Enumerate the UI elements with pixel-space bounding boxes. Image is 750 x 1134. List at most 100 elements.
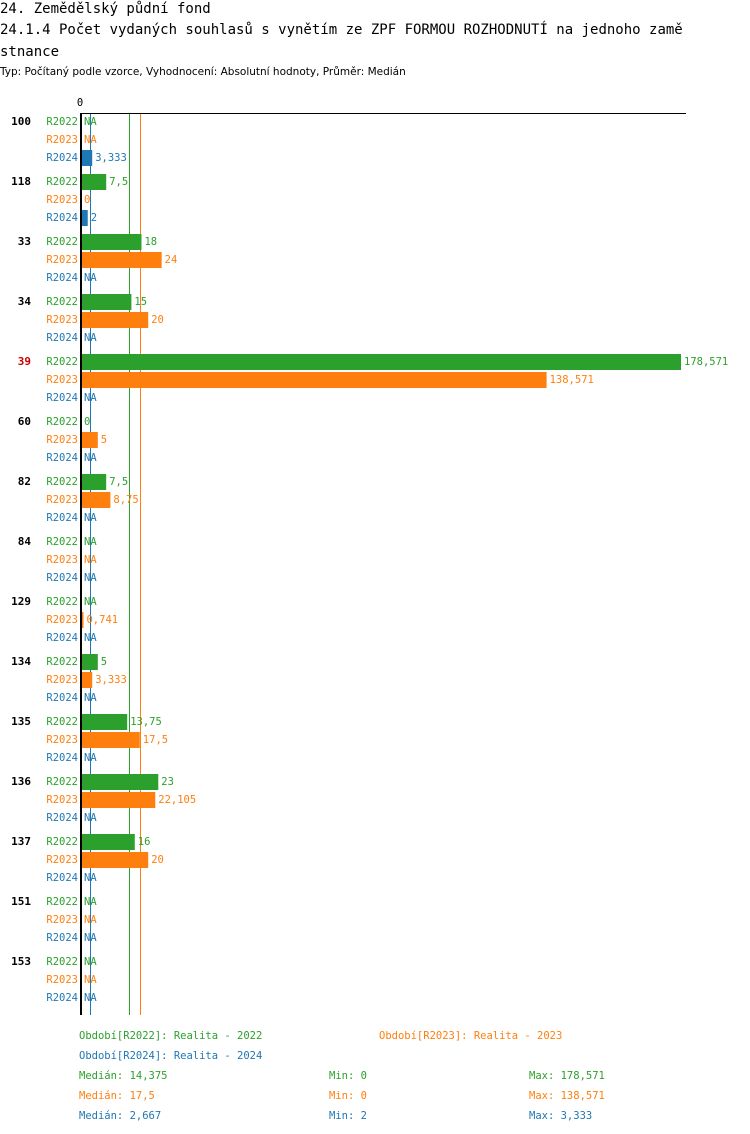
bar-118-r2024: [81, 210, 88, 226]
legend-r2024: Období[R2024]: Realita - 2024: [79, 1050, 263, 1062]
axis-zero-label: 0: [77, 97, 83, 109]
stat-max-r2023: Max: 138,571: [529, 1090, 605, 1102]
value-label: 23: [161, 776, 174, 788]
chart-subtitle: Typ: Počítaný podle vzorce, Vyhodnocení:…: [0, 66, 406, 78]
value-label: 3,333: [95, 674, 127, 686]
bar-82-r2023: [81, 492, 111, 508]
series-label: R2024: [46, 332, 78, 344]
series-label: R2022: [46, 416, 78, 428]
category-label-60: 60: [18, 415, 31, 428]
series-label: R2023: [46, 254, 78, 266]
series-label: R2023: [46, 554, 78, 566]
value-label: NA: [84, 134, 97, 146]
value-label: NA: [84, 596, 97, 608]
series-label: R2024: [46, 212, 78, 224]
series-label: R2023: [46, 614, 78, 626]
series-label: R2022: [46, 116, 78, 128]
series-label: R2022: [46, 236, 78, 248]
series-label: R2024: [46, 392, 78, 404]
value-label: 138,571: [550, 374, 594, 386]
stat-min-r2023: Min: 0: [329, 1090, 367, 1102]
bar-33-r2023: [81, 252, 162, 268]
series-label: R2023: [46, 134, 78, 146]
series-label: R2022: [46, 656, 78, 668]
series-label: R2022: [46, 776, 78, 788]
bar-100-r2024: [81, 150, 93, 166]
category-label-84: 84: [18, 535, 32, 548]
series-label: R2023: [46, 794, 78, 806]
value-label: NA: [84, 932, 97, 944]
value-label: 0: [84, 194, 90, 206]
value-label: 18: [144, 236, 157, 248]
series-label: R2023: [46, 854, 78, 866]
series-label: R2023: [46, 494, 78, 506]
bar-135-r2023: [81, 732, 140, 748]
category-label-153: 153: [11, 955, 31, 968]
category-label-134: 134: [11, 655, 31, 668]
chart-title-line2: stnance: [0, 44, 60, 60]
value-label: 24: [165, 254, 178, 266]
series-label: R2024: [46, 932, 78, 944]
value-label: NA: [84, 632, 97, 644]
value-label: 2: [91, 212, 97, 224]
bar-137-r2022: [81, 834, 135, 850]
value-label: 22,105: [158, 794, 196, 806]
category-label-129: 129: [11, 595, 31, 608]
bar-chart: 0 100 R2022 NA R2023 NA R2024 3,333 118 R2022 7,5 R…: [11, 97, 728, 1015]
bar-82-r2022: [81, 474, 107, 490]
value-label: NA: [84, 392, 97, 404]
value-label: NA: [84, 896, 97, 908]
value-label: NA: [84, 692, 97, 704]
series-label: R2022: [46, 296, 78, 308]
series-label: R2022: [46, 476, 78, 488]
bar-136-r2023: [81, 792, 156, 808]
category-label-39: 39: [18, 355, 31, 368]
value-label: 8,75: [113, 494, 138, 506]
category-label-34: 34: [18, 295, 32, 308]
value-label: NA: [84, 974, 97, 986]
bar-118-r2022: [81, 174, 107, 190]
value-label: 3,333: [95, 152, 127, 164]
stat-min-r2024: Min: 2: [329, 1110, 367, 1122]
category-label-151: 151: [11, 895, 31, 908]
category-label-100: 100: [11, 115, 31, 128]
bar-129-r2023: [81, 612, 84, 628]
stat-median-r2024: Medián: 2,667: [79, 1110, 162, 1122]
series-label: R2024: [46, 992, 78, 1004]
series-label: R2024: [46, 452, 78, 464]
value-label: NA: [84, 812, 97, 824]
series-label: R2024: [46, 512, 78, 524]
category-label-118: 118: [11, 175, 31, 188]
chart-title-line1: 24.1.4 Počet vydaných souhlasů s vynětím…: [0, 22, 683, 38]
legend-r2023: Období[R2023]: Realita - 2023: [379, 1030, 563, 1042]
value-label: NA: [84, 992, 97, 1004]
series-label: R2022: [46, 536, 78, 548]
value-label: NA: [84, 512, 97, 524]
series-label: R2024: [46, 872, 78, 884]
stat-median-r2022: Medián: 14,375: [79, 1070, 168, 1082]
bar-39-r2023: [81, 372, 547, 388]
value-label: 0,741: [86, 614, 118, 626]
bar-137-r2023: [81, 852, 149, 868]
series-label: R2023: [46, 374, 78, 386]
series-label: R2022: [46, 956, 78, 968]
value-label: 20: [151, 854, 164, 866]
value-label: NA: [84, 116, 97, 128]
bar-136-r2022: [81, 774, 159, 790]
bar-34-r2023: [81, 312, 149, 328]
legend-r2022: Období[R2022]: Realita - 2022: [79, 1030, 263, 1042]
value-label: 16: [138, 836, 151, 848]
value-label: NA: [84, 272, 97, 284]
category-label-136: 136: [11, 775, 31, 788]
value-label: 5: [101, 656, 107, 668]
value-label: 20: [151, 314, 164, 326]
series-label: R2022: [46, 716, 78, 728]
value-label: 13,75: [130, 716, 162, 728]
value-label: NA: [84, 752, 97, 764]
category-label-82: 82: [18, 475, 31, 488]
value-label: NA: [84, 332, 97, 344]
value-label: 7,5: [109, 476, 128, 488]
series-label: R2023: [46, 434, 78, 446]
series-label: R2022: [46, 836, 78, 848]
bar-34-r2022: [81, 294, 132, 310]
